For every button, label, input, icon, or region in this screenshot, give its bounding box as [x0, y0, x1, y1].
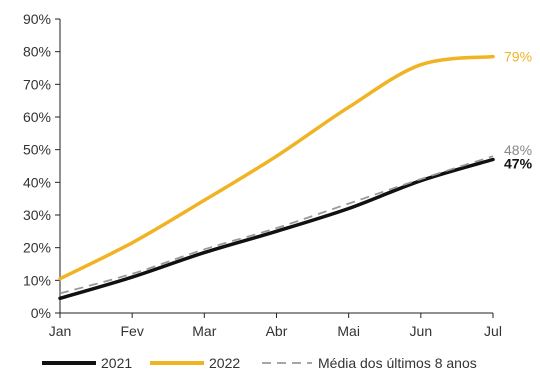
y-tick-label: 10%	[23, 272, 51, 288]
series-line-s2021	[58, 157, 495, 301]
end-label-s2021: 47%	[504, 155, 533, 171]
x-tick-label: Fev	[120, 323, 143, 339]
y-tick-label: 0%	[31, 305, 51, 321]
y-tick-label: 20%	[23, 240, 51, 256]
end-label-s2022: 79%	[504, 49, 532, 65]
end-label-savg: 48%	[504, 142, 532, 158]
y-tick-label: 30%	[23, 207, 51, 223]
y-tick-label: 70%	[23, 76, 51, 92]
series-line-savg	[59, 155, 494, 295]
end-labels: 47% 79% 48%	[504, 49, 533, 172]
legend: 2021 2022 Média dos últimos 8 anos	[42, 355, 477, 371]
x-tick-label: Abr	[266, 323, 288, 339]
series-lines	[58, 54, 495, 301]
y-tick-label: 60%	[23, 109, 51, 125]
legend-label-savg: Média dos últimos 8 anos	[318, 355, 477, 371]
x-tick-label: Jun	[410, 323, 433, 339]
y-tick-label: 90%	[23, 11, 51, 27]
x-tick-label: Mai	[337, 323, 360, 339]
legend-label-s2022: 2022	[209, 355, 240, 371]
y-tick-label: 80%	[23, 44, 51, 60]
y-tick-label: 40%	[23, 174, 51, 190]
y-tick-label: 50%	[23, 142, 51, 158]
series-line-s2022	[58, 54, 495, 281]
x-tick-label: Jan	[49, 323, 72, 339]
legend-label-s2021: 2021	[101, 355, 132, 371]
x-axis: Jan Fev Mar Abr Mai Jun Jul	[49, 312, 502, 339]
x-tick-label: Jul	[484, 323, 502, 339]
y-axis: 0% 10% 20% 30% 40% 50% 60% 70% 80% 90%	[23, 11, 61, 321]
x-tick-label: Mar	[192, 323, 216, 339]
